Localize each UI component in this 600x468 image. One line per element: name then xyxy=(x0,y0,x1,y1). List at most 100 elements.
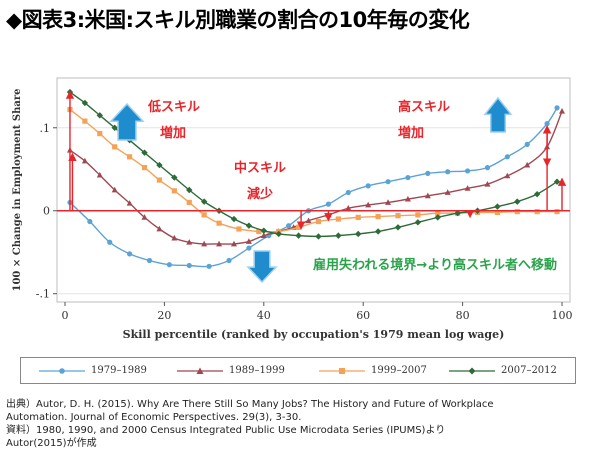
legend-label: 1979–1989 xyxy=(91,365,147,376)
data-point xyxy=(355,214,361,220)
data-point xyxy=(434,214,441,221)
data-point xyxy=(533,190,541,198)
legend-item-1999-2007: 1999–2007 xyxy=(319,358,427,383)
legend-item-1979-1989: 1979–1989 xyxy=(39,358,147,383)
data-point xyxy=(295,232,302,239)
data-point xyxy=(260,227,267,234)
legend-label: 1989–1999 xyxy=(229,365,285,376)
data-point xyxy=(415,212,421,218)
data-point xyxy=(96,171,103,178)
chart-area: -.1 0 .1 0 20 40 60 80 100 Skill percentile (rank… xyxy=(12,77,573,341)
source-note: 出典）Autor, D. H. (2015). Why Are There St… xyxy=(6,398,596,450)
chart-title: ◆図表3:米国:スキル別職業の割合の10年毎の変化 xyxy=(6,8,470,32)
data-point xyxy=(260,232,267,239)
data-point xyxy=(96,112,103,119)
y-tick-label: 0 xyxy=(43,205,50,218)
data-point xyxy=(385,179,391,185)
data-point xyxy=(146,257,153,264)
source-line-1: 出典）Autor, D. H. (2015). Why Are There St… xyxy=(6,399,494,410)
data-point xyxy=(445,169,451,175)
data-point xyxy=(484,165,491,171)
data-point xyxy=(226,257,232,264)
data-point xyxy=(127,251,133,257)
data-point xyxy=(107,239,113,245)
data-point xyxy=(365,201,372,208)
x-tick-label: 40 xyxy=(257,309,271,322)
data-point xyxy=(216,220,222,226)
data-point xyxy=(315,218,322,225)
data-point xyxy=(544,121,550,127)
data-point xyxy=(504,172,511,179)
x-axis-label: Skill percentile (ranked by occupation's… xyxy=(123,328,505,341)
data-point xyxy=(464,168,471,174)
data-point xyxy=(325,201,332,207)
data-point xyxy=(186,239,193,245)
source-line-3: 資料）1980, 1990, and 2000 Census Integrate… xyxy=(6,425,446,436)
data-point xyxy=(435,210,441,216)
data-point xyxy=(201,240,208,247)
legend: 1979–1989 1989–1999 1999–2007 2007–2012 xyxy=(20,357,576,384)
data-point xyxy=(87,218,93,225)
x-tick-label: 0 xyxy=(62,309,69,322)
annotation-low-skill-increase: 増加 xyxy=(160,126,187,141)
data-point xyxy=(405,174,411,181)
data-point xyxy=(81,157,88,164)
data-point xyxy=(156,161,163,169)
data-point xyxy=(245,238,252,244)
data-point xyxy=(554,208,560,215)
x-tick-label: 20 xyxy=(157,309,171,322)
legend-item-1989-1999: 1989–1999 xyxy=(177,358,285,383)
data-point xyxy=(365,183,371,189)
data-point xyxy=(394,224,402,231)
data-point xyxy=(504,154,510,160)
data-point xyxy=(514,208,520,215)
data-point xyxy=(534,208,540,215)
annotation-high-skill: 高スキル xyxy=(398,100,451,115)
data-point xyxy=(112,144,118,150)
data-point xyxy=(494,209,500,215)
data-point xyxy=(464,185,471,191)
annotation-mid-skill: 中スキル xyxy=(234,161,287,176)
legend-item-2007-2012: 2007–2012 xyxy=(449,358,557,383)
data-point xyxy=(230,240,237,247)
source-line-4: Autor(2015)が作成 xyxy=(6,438,97,449)
y-tick-label: .1 xyxy=(40,122,51,135)
data-point xyxy=(315,233,322,240)
data-point xyxy=(494,203,501,210)
data-point xyxy=(246,245,252,251)
data-point xyxy=(305,217,312,224)
data-point xyxy=(335,216,341,222)
annotation-boundary: 雇用失われる境界→より高スキル者へ移動 xyxy=(313,258,557,273)
data-point xyxy=(424,192,431,199)
data-point xyxy=(201,212,207,218)
data-point xyxy=(166,262,172,268)
data-point xyxy=(524,161,531,168)
data-point xyxy=(484,180,491,187)
x-tick-label: 60 xyxy=(356,309,370,322)
blue-down-arrow-icon xyxy=(246,250,278,284)
data-point xyxy=(256,228,262,235)
data-point xyxy=(345,189,351,196)
data-point xyxy=(236,226,242,232)
data-point xyxy=(141,214,148,220)
data-point xyxy=(171,188,177,194)
data-point xyxy=(200,198,208,205)
x-tick-label: 100 xyxy=(552,309,573,322)
data-point xyxy=(186,199,192,206)
data-point xyxy=(404,195,411,202)
data-point xyxy=(111,186,118,193)
legend-label: 2007–2012 xyxy=(501,365,557,376)
data-point xyxy=(216,240,223,247)
annotation-low-skill: 低スキル xyxy=(148,100,201,115)
annotation-mid-skill-decrease: 減少 xyxy=(247,187,274,202)
x-tick-label: 80 xyxy=(456,309,470,322)
data-point xyxy=(171,174,178,181)
data-point xyxy=(524,141,530,147)
data-point xyxy=(82,118,88,124)
data-point xyxy=(126,200,133,206)
blue-up-arrow-icon xyxy=(483,96,513,133)
blue-up-arrow-icon xyxy=(109,102,145,141)
data-point xyxy=(156,177,163,183)
data-point xyxy=(206,263,212,269)
data-point xyxy=(127,154,133,160)
